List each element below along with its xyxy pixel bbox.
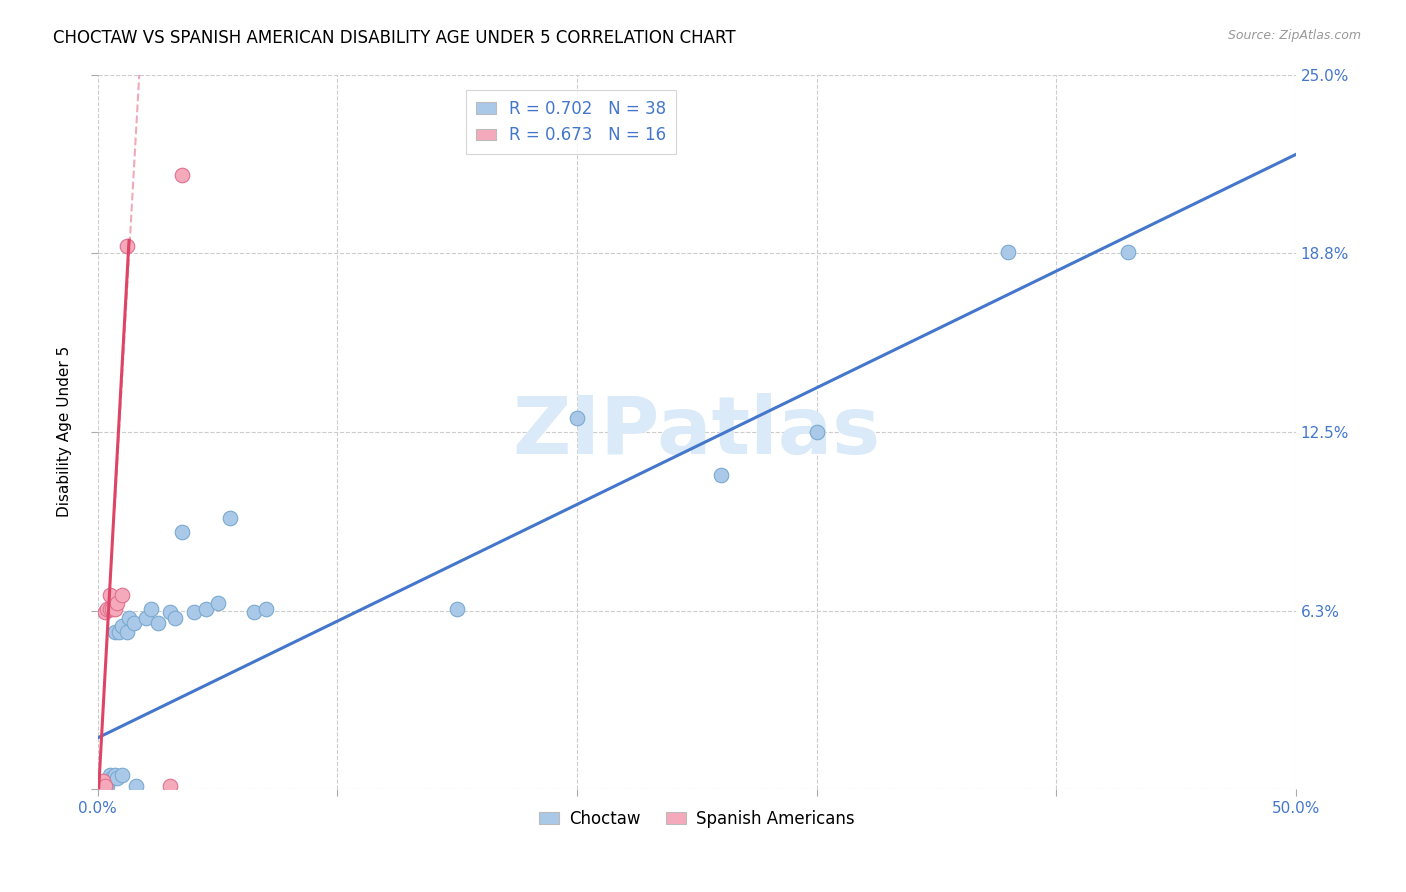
Point [96,773,118,788]
Text: Source: ZipAtlas.com: Source: ZipAtlas.com [1227,29,1361,42]
Legend: Choctaw, Spanish Americans: Choctaw, Spanish Americans [533,803,860,835]
Point [101,602,124,616]
Point [89,780,111,794]
Point [104,768,127,782]
Point [96,780,118,794]
Point [94,605,117,619]
Point [254,602,277,616]
Point [91,776,114,790]
Point [163,610,186,624]
Text: ZIPatlas: ZIPatlas [513,392,880,471]
Point [159,605,181,619]
Point [101,771,124,785]
Point [94,780,117,794]
Point [104,602,127,616]
Point [98,602,121,616]
Point [96,602,118,616]
Point [104,625,127,640]
Point [159,780,181,794]
Point [111,588,134,602]
Point [105,771,128,785]
Point [218,510,240,524]
Point [98,588,121,602]
Point [565,410,588,425]
Point [91,773,114,788]
Point [135,610,157,624]
Point [105,596,128,610]
Point [115,239,138,253]
Point [146,616,169,631]
Point [115,625,138,640]
Point [446,602,468,616]
Point [183,605,205,619]
Point [710,467,733,482]
Point [89,780,111,794]
Point [806,425,828,439]
Point [1116,244,1139,259]
Point [94,773,117,788]
Point [118,610,141,624]
Point [98,768,121,782]
Point [91,780,114,794]
Point [111,768,134,782]
Point [125,780,148,794]
Point [98,771,121,785]
Point [94,780,117,794]
Y-axis label: Disability Age Under 5: Disability Age Under 5 [58,346,72,517]
Point [170,168,193,182]
Point [207,596,229,610]
Point [91,780,114,794]
Text: CHOCTAW VS SPANISH AMERICAN DISABILITY AGE UNDER 5 CORRELATION CHART: CHOCTAW VS SPANISH AMERICAN DISABILITY A… [53,29,737,46]
Point [89,776,111,790]
Point [170,524,193,539]
Point [111,619,134,633]
Point [997,244,1019,259]
Point [194,602,217,616]
Point [139,602,162,616]
Point [122,616,145,631]
Point [108,625,131,640]
Point [242,605,264,619]
